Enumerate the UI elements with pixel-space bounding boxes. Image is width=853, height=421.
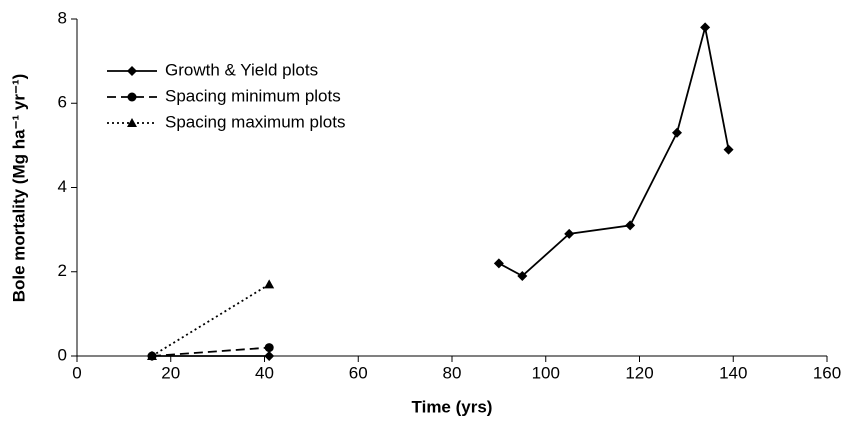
marker	[672, 127, 682, 138]
marker	[264, 279, 275, 289]
marker	[127, 118, 137, 127]
marker	[147, 351, 157, 360]
x-tick-label: 140	[719, 363, 747, 382]
x-tick-label: 20	[161, 363, 180, 382]
marker	[264, 343, 274, 353]
x-tick-label: 60	[349, 363, 368, 382]
marker	[625, 220, 636, 231]
series-line	[151, 346, 270, 357]
legend-label: Spacing maximum plots	[165, 112, 345, 131]
legend-label: Spacing minimum plots	[165, 86, 341, 105]
marker	[264, 351, 275, 361]
marker	[493, 258, 504, 269]
y-tick-label: 2	[58, 261, 67, 280]
marker	[700, 22, 711, 33]
marker	[564, 228, 575, 239]
y-axis-label: Bole mortality (Mg ha⁻¹ yr⁻¹)	[9, 74, 28, 303]
x-tick-label: 120	[625, 363, 653, 382]
x-tick-label: 80	[443, 363, 462, 382]
x-tick-label: 0	[72, 363, 81, 382]
y-tick-label: 6	[58, 93, 67, 112]
marker	[517, 270, 528, 281]
x-tick-label: 40	[255, 363, 274, 382]
x-tick-label: 160	[813, 363, 841, 382]
y-tick-label: 0	[58, 345, 67, 364]
x-axis-label: Time (yrs)	[412, 397, 493, 416]
marker	[127, 66, 137, 76]
y-tick-label: 8	[58, 8, 67, 27]
marker	[723, 144, 734, 155]
legend-label: Growth & Yield plots	[165, 60, 318, 79]
series-line	[151, 283, 270, 357]
marker	[127, 92, 137, 102]
y-tick-label: 4	[58, 177, 67, 196]
x-tick-label: 100	[532, 363, 560, 382]
